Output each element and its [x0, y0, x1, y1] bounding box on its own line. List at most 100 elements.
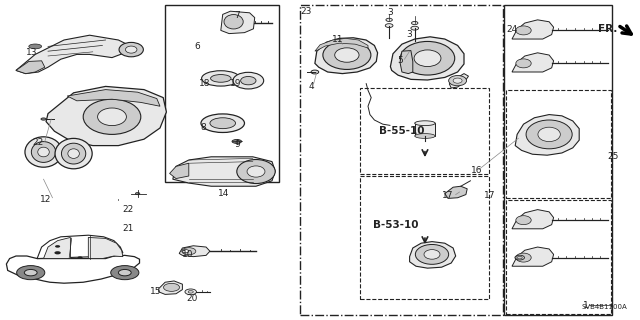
Ellipse shape — [61, 143, 86, 164]
Polygon shape — [37, 235, 123, 259]
Ellipse shape — [202, 71, 240, 86]
Ellipse shape — [311, 70, 319, 74]
Text: 13: 13 — [26, 48, 38, 57]
Circle shape — [111, 266, 139, 280]
Polygon shape — [512, 247, 554, 266]
Text: 17: 17 — [484, 191, 495, 200]
Polygon shape — [315, 38, 378, 74]
Ellipse shape — [83, 99, 141, 134]
Ellipse shape — [538, 127, 561, 141]
Text: 15: 15 — [150, 287, 161, 296]
Ellipse shape — [414, 50, 441, 67]
Ellipse shape — [182, 250, 189, 253]
Bar — [165, 5, 279, 182]
Ellipse shape — [237, 159, 275, 183]
Ellipse shape — [516, 253, 531, 262]
Text: FR.: FR. — [598, 24, 618, 34]
Text: 3: 3 — [407, 30, 412, 39]
Circle shape — [24, 269, 37, 276]
Ellipse shape — [188, 291, 193, 293]
Circle shape — [77, 256, 83, 259]
Text: 25: 25 — [607, 152, 619, 161]
Text: 18: 18 — [199, 79, 211, 88]
Ellipse shape — [41, 118, 46, 120]
Ellipse shape — [164, 284, 179, 291]
Ellipse shape — [247, 166, 265, 177]
Ellipse shape — [119, 43, 143, 57]
Polygon shape — [46, 86, 166, 146]
Ellipse shape — [516, 216, 531, 225]
Text: 5: 5 — [397, 56, 403, 65]
Ellipse shape — [31, 141, 56, 163]
Text: 21: 21 — [122, 224, 134, 233]
Ellipse shape — [29, 44, 42, 49]
Ellipse shape — [241, 76, 256, 85]
Ellipse shape — [412, 21, 418, 25]
Ellipse shape — [323, 41, 371, 69]
Ellipse shape — [125, 46, 137, 53]
Polygon shape — [400, 51, 413, 74]
Text: 10: 10 — [182, 250, 193, 259]
Polygon shape — [315, 38, 368, 51]
Text: 14: 14 — [218, 189, 230, 198]
Bar — [504, 5, 612, 315]
Polygon shape — [6, 255, 140, 283]
Text: B-55-10: B-55-10 — [379, 126, 425, 136]
Ellipse shape — [225, 18, 249, 28]
Ellipse shape — [232, 140, 242, 143]
Ellipse shape — [38, 147, 49, 157]
Text: 11: 11 — [332, 36, 343, 44]
Ellipse shape — [185, 289, 196, 295]
Text: 19: 19 — [230, 79, 241, 88]
Polygon shape — [512, 210, 554, 229]
Text: 22: 22 — [33, 138, 44, 147]
Ellipse shape — [424, 250, 440, 259]
Ellipse shape — [97, 108, 127, 126]
Text: 17: 17 — [442, 191, 454, 200]
Ellipse shape — [453, 78, 462, 83]
Polygon shape — [512, 20, 554, 39]
Bar — [360, 88, 489, 174]
Ellipse shape — [25, 137, 62, 167]
Ellipse shape — [516, 59, 531, 68]
Polygon shape — [159, 281, 182, 294]
Ellipse shape — [415, 244, 449, 264]
Polygon shape — [44, 237, 70, 259]
Polygon shape — [512, 53, 554, 72]
Text: SVB4B1100A: SVB4B1100A — [582, 304, 628, 309]
Ellipse shape — [401, 41, 455, 75]
Polygon shape — [221, 11, 255, 34]
Ellipse shape — [210, 118, 236, 129]
Text: 23: 23 — [300, 7, 312, 16]
Bar — [415, 123, 435, 136]
Ellipse shape — [411, 26, 419, 30]
Circle shape — [118, 269, 131, 276]
Circle shape — [17, 266, 45, 280]
Bar — [300, 5, 503, 315]
Ellipse shape — [211, 75, 231, 82]
Text: 9: 9 — [234, 140, 239, 149]
Ellipse shape — [516, 26, 531, 35]
Text: 24: 24 — [506, 25, 518, 34]
Polygon shape — [410, 242, 456, 268]
Circle shape — [55, 245, 60, 248]
Ellipse shape — [182, 248, 196, 255]
Ellipse shape — [136, 192, 140, 195]
Text: 1: 1 — [583, 301, 588, 310]
Polygon shape — [16, 35, 131, 74]
Polygon shape — [449, 74, 468, 88]
Polygon shape — [170, 163, 189, 179]
Text: 6: 6 — [195, 42, 200, 51]
Text: 7: 7 — [234, 12, 239, 20]
Text: 4: 4 — [309, 82, 314, 91]
Ellipse shape — [386, 18, 392, 21]
Text: 20: 20 — [186, 294, 198, 303]
Ellipse shape — [415, 134, 435, 138]
Bar — [506, 90, 611, 198]
Text: 22: 22 — [122, 205, 134, 214]
Ellipse shape — [201, 114, 244, 132]
Text: B-53-10: B-53-10 — [372, 220, 419, 230]
Polygon shape — [16, 61, 45, 74]
Ellipse shape — [415, 121, 435, 126]
Polygon shape — [173, 157, 275, 186]
